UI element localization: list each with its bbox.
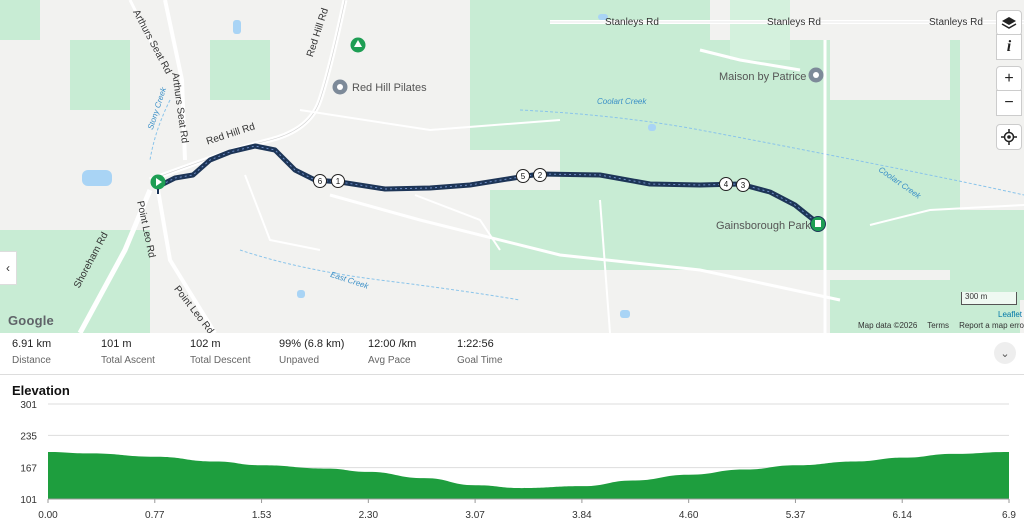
km-marker-label: 3 — [741, 181, 746, 190]
x-tick-label: 3.07 — [465, 510, 485, 521]
km-marker-label: 1 — [336, 177, 341, 186]
km-markers-layer: 6 1 5 2 4 3 — [313, 168, 750, 192]
road-label-stanleys-rd: Stanleys Rd — [767, 17, 821, 28]
map-view[interactable]: Stanleys Rd Stanleys Rd Stanleys Rd Red … — [0, 0, 1024, 333]
zoom-out-button[interactable]: − — [996, 90, 1022, 116]
stat-label: Unpaved — [279, 355, 320, 366]
zoom-in-button[interactable]: + — [996, 66, 1022, 92]
stat-value: 99% (6.8 km) — [279, 338, 345, 350]
x-tick-label: 0.00 — [38, 510, 58, 521]
y-tick-label: 235 — [20, 431, 37, 442]
map-base-layer — [0, 0, 1024, 333]
terms-link[interactable]: Terms — [927, 321, 950, 330]
km-marker: 1 — [331, 174, 345, 188]
layers-button[interactable] — [996, 10, 1022, 36]
elevation-title: Elevation — [12, 383, 70, 398]
stat-value: 101 m — [101, 338, 132, 350]
stat-label: Total Descent — [190, 355, 251, 366]
start-marker-icon[interactable] — [150, 174, 166, 194]
creek-label-coolart: Coolart Creek — [597, 97, 647, 106]
collapse-panel-button[interactable]: ‹ — [0, 251, 17, 285]
stat-total-descent: 102 m Total Descent — [190, 338, 251, 366]
km-marker: 3 — [736, 178, 750, 192]
x-tick-label: 2.30 — [359, 510, 379, 521]
poi-label-gainsborough-park[interactable]: Gainsborough Park — [716, 220, 811, 232]
report-error-link[interactable]: Report a map error — [959, 321, 1024, 330]
stat-label: Goal Time — [457, 355, 503, 366]
road-label-stanleys-rd: Stanleys Rd — [929, 17, 983, 28]
poi-pin-icon[interactable] — [332, 79, 348, 95]
route-stats-bar: 6.91 km Distance 101 m Total Ascent 102 … — [0, 333, 1024, 375]
x-tick-label: 5.37 — [786, 510, 806, 521]
google-logo: Google — [8, 313, 54, 328]
y-tick-label: 301 — [20, 400, 37, 411]
layers-icon — [1001, 17, 1017, 29]
stat-value: 102 m — [190, 338, 221, 350]
x-tick-label: 6.9 — [1002, 510, 1016, 521]
poi-label-maison-by-patrice[interactable]: Maison by Patrice — [719, 71, 807, 83]
x-tick-label: 0.77 — [145, 510, 165, 521]
poi-pin-icon[interactable] — [808, 67, 824, 83]
stat-total-ascent: 101 m Total Ascent — [101, 338, 155, 366]
info-button[interactable]: i — [996, 34, 1022, 60]
stat-value: 1:22:56 — [457, 338, 494, 350]
stat-label: Distance — [12, 355, 51, 366]
finish-marker-icon[interactable] — [810, 216, 826, 234]
x-tick-label: 4.60 — [679, 510, 699, 521]
elevation-area — [48, 451, 1009, 499]
y-tick-label: 101 — [20, 495, 37, 506]
tree-poi-icon[interactable] — [350, 37, 366, 55]
km-marker-label: 6 — [318, 177, 323, 186]
stat-label: Total Ascent — [101, 355, 155, 366]
x-tick-label: 6.14 — [892, 510, 912, 521]
road-label-stanleys-rd: Stanleys Rd — [605, 17, 659, 28]
stat-goal-time: 1:22:56 Goal Time — [457, 338, 503, 366]
poi-label-red-hill-pilates[interactable]: Red Hill Pilates — [352, 82, 427, 94]
km-marker-label: 4 — [724, 180, 729, 189]
y-tick-label: 167 — [20, 464, 37, 475]
leaflet-link[interactable]: Leaflet — [998, 310, 1023, 319]
x-tick-label: 3.84 — [572, 510, 592, 521]
km-marker: 4 — [719, 177, 733, 191]
km-marker-label: 2 — [538, 171, 543, 180]
chevron-down-icon: ⌄ — [1000, 347, 1010, 360]
stat-value: 6.91 km — [12, 338, 52, 350]
stat-label: Avg Pace — [368, 355, 411, 366]
km-marker: 6 — [313, 174, 327, 188]
km-marker: 2 — [533, 168, 547, 182]
map-data-text: Map data ©2026 — [858, 321, 918, 330]
stat-value: 12:00 /km — [368, 338, 417, 350]
x-tick-label: 1.53 — [252, 510, 272, 521]
locate-button[interactable] — [996, 124, 1022, 150]
scale-bar: 300 m — [961, 292, 1017, 305]
stat-distance: 6.91 km Distance — [12, 338, 51, 366]
km-marker: 5 — [516, 169, 530, 183]
stat-avg-pace: 12:00 /km Avg Pace — [368, 338, 416, 366]
km-marker-label: 5 — [521, 172, 526, 181]
attribution: Map data ©2026 Terms Report a map error — [858, 321, 1024, 333]
crosshair-icon — [1001, 129, 1017, 145]
stat-unpaved: 99% (6.8 km) Unpaved — [279, 338, 344, 366]
expand-stats-button[interactable]: ⌄ — [994, 342, 1016, 364]
